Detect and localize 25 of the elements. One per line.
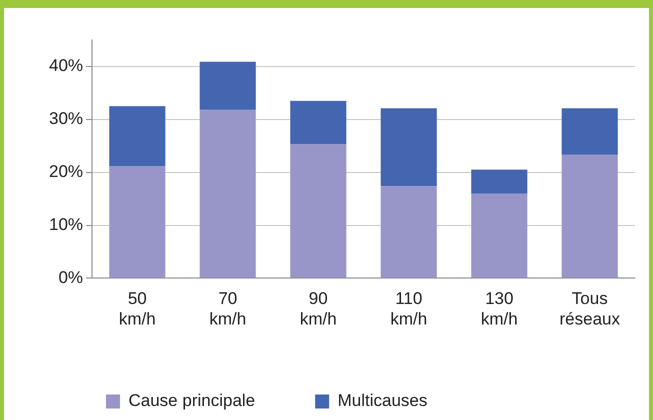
legend-label: Multicauses — [338, 391, 428, 410]
bar — [200, 62, 256, 110]
bar — [471, 170, 528, 194]
y-tick-label: 40% — [48, 56, 84, 76]
bar — [562, 108, 618, 155]
bar — [290, 100, 346, 144]
y-tick-label: 30% — [48, 109, 84, 128]
bar — [380, 186, 437, 278]
legend-label: Cause principale — [128, 391, 256, 410]
x-tick-label: 110 km/h — [390, 289, 428, 328]
bar — [109, 106, 166, 166]
x-tick-label: 70 km/h — [209, 289, 246, 328]
x-tick-label: Tous réseaux — [560, 289, 620, 328]
bar — [200, 110, 256, 278]
y-tick-label: 0% — [58, 268, 84, 287]
x-tick-label: 90 km/h — [300, 289, 337, 328]
y-tick-label: 10% — [48, 214, 84, 234]
bar — [471, 194, 528, 278]
bar — [109, 166, 166, 278]
bar — [290, 144, 346, 278]
bar — [380, 108, 437, 186]
x-tick-label: 50 km/h — [118, 289, 156, 328]
bar — [562, 154, 618, 278]
y-tick-label: 20% — [48, 162, 84, 182]
x-tick-label: 130 km/h — [480, 289, 518, 328]
